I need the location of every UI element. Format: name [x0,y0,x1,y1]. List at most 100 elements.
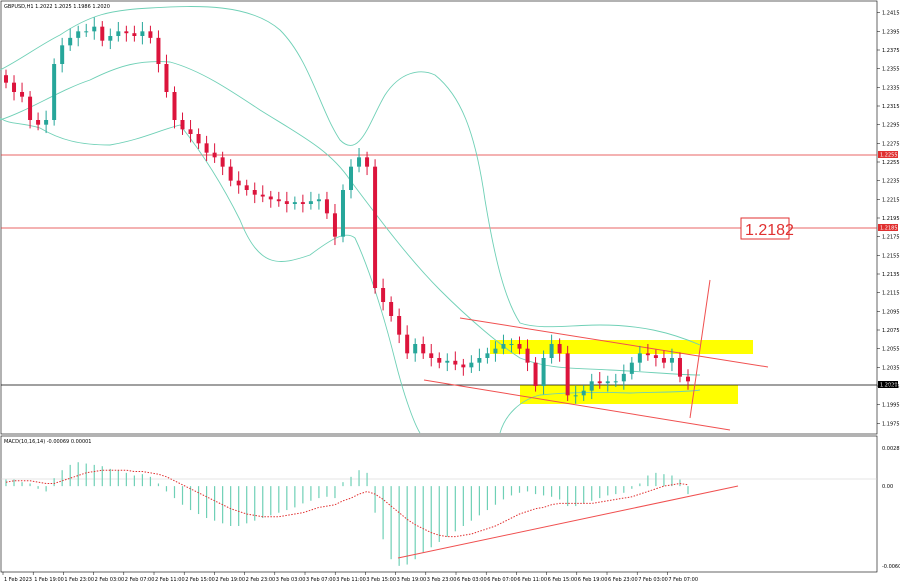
symbol-info: GBPUSD,H1 1.2022 1.2025 1.1986 1.2020 [4,4,110,10]
price-tick-label: 1.2215 [882,197,900,203]
macd-tick-label: 0.00 [882,484,893,490]
candle-body [605,381,610,384]
time-tick-label: 2 Feb 11:00 [155,577,185,583]
candle-body [164,64,169,92]
channel-upper-line [459,317,769,368]
price-tick-label: 1.2195 [882,216,900,222]
candle-body [645,353,650,356]
candle-body [533,362,538,386]
time-tick-label: 6 Feb 23:00 [608,577,638,583]
level-label-box [740,217,790,240]
time-tick-label: 6 Feb 19:00 [578,577,608,583]
candle-body [509,344,514,345]
price-tag-mid: 1.2185 [880,226,898,232]
price-tick-label: 1.2035 [882,365,900,371]
time-tick-label: 3 Feb 07:00 [306,577,336,583]
price-tick-label: 1.2015 [882,384,900,390]
price-tick-label: 1.2235 [882,179,900,185]
candle-body [661,358,666,363]
candle-body [565,353,570,396]
candle-body [485,353,490,358]
candle-body [597,381,602,384]
time-tick-label: 1 Feb 23:00 [64,577,94,583]
candle-body [84,31,89,33]
price-tick-label: 1.1995 [882,403,900,409]
candle-body [28,96,33,120]
support-zone [520,385,738,404]
candle-body [100,26,105,41]
candle-body [405,334,410,354]
price-tick-label: 1.2055 [882,347,900,353]
price-tick-label: 1.2255 [882,160,900,166]
candle-body [316,199,321,202]
time-tick-label: 3 Feb 15:00 [366,577,396,583]
candle-body [517,344,522,349]
candle-body [477,358,482,363]
price-tag-box-upper [878,151,898,158]
price-tick-label: 1.2415 [882,11,900,17]
time-tick-label: 1 Feb 19:00 [34,577,64,583]
candle-body [4,75,8,83]
time-tick-label: 6 Feb 15:00 [548,577,578,583]
time-tick-label: 2 Feb 07:00 [125,577,155,583]
candle-body [397,316,402,335]
price-tick-label: 1.2275 [882,141,900,147]
time-tick-label: 7 Feb 07:00 [668,577,698,583]
channel-lower-line [423,379,731,431]
price-tick-label: 1.2335 [882,85,900,91]
time-tick-label: 6 Feb 07:00 [487,577,517,583]
bollinger-bands [0,6,701,434]
macd-tick-label: 0.00287 [882,446,900,452]
time-tick-label: 6 Feb 11:00 [517,577,547,583]
candle-body [613,381,618,383]
time-axis: 1 Feb 2023 1 Feb 19:00 1 Feb 23:00 2 Feb 03… [2,572,698,583]
candle-body [501,344,506,349]
candle-body [461,364,466,368]
price-tick-label: 1.2115 [882,291,900,297]
macd-axis: 0.00287 0.00 -0.00601 [882,446,900,570]
price-tick-label: 1.2135 [882,272,900,278]
candle-body [373,166,378,288]
candle-body [413,344,418,354]
time-tick-label: 2 Feb 19:00 [215,577,245,583]
candle-body [44,120,49,125]
candle-body [60,45,65,64]
candle-body [156,37,161,64]
time-tick-label: 2 Feb 23:00 [246,577,276,583]
candle-body [340,190,345,237]
candle-body [589,381,594,391]
candle-body [108,36,113,41]
candle-body [469,362,474,368]
macd-histogram [5,462,689,566]
candle-body [20,92,25,97]
price-tag-box-current [878,381,898,388]
resistance-zone [490,340,753,354]
candle-body [429,353,434,358]
price-tick-label: 1.2155 [882,253,900,259]
candle-body [308,201,313,204]
candle-body [573,395,578,397]
candle-body [381,288,386,302]
candle-body [124,31,129,34]
price-channel [423,279,769,431]
candle-body [268,196,273,200]
candle-body [132,33,137,36]
candle-body [52,64,57,120]
candle-body [220,157,225,167]
macd-panel [0,435,878,573]
candle-body [236,180,241,186]
candle-body [116,31,121,36]
candles [4,17,690,404]
time-tick-label: 3 Feb 23:00 [427,577,457,583]
price-tick-label: 1.2355 [882,67,900,73]
candle-body [188,129,193,134]
candle-body [228,166,233,181]
candle-body [525,348,530,363]
candle-body [581,390,586,396]
candle-body [445,360,450,363]
candle-body [549,344,554,358]
candle-body [493,348,498,354]
candle-body [68,37,73,46]
bollinger-lower [0,117,701,434]
